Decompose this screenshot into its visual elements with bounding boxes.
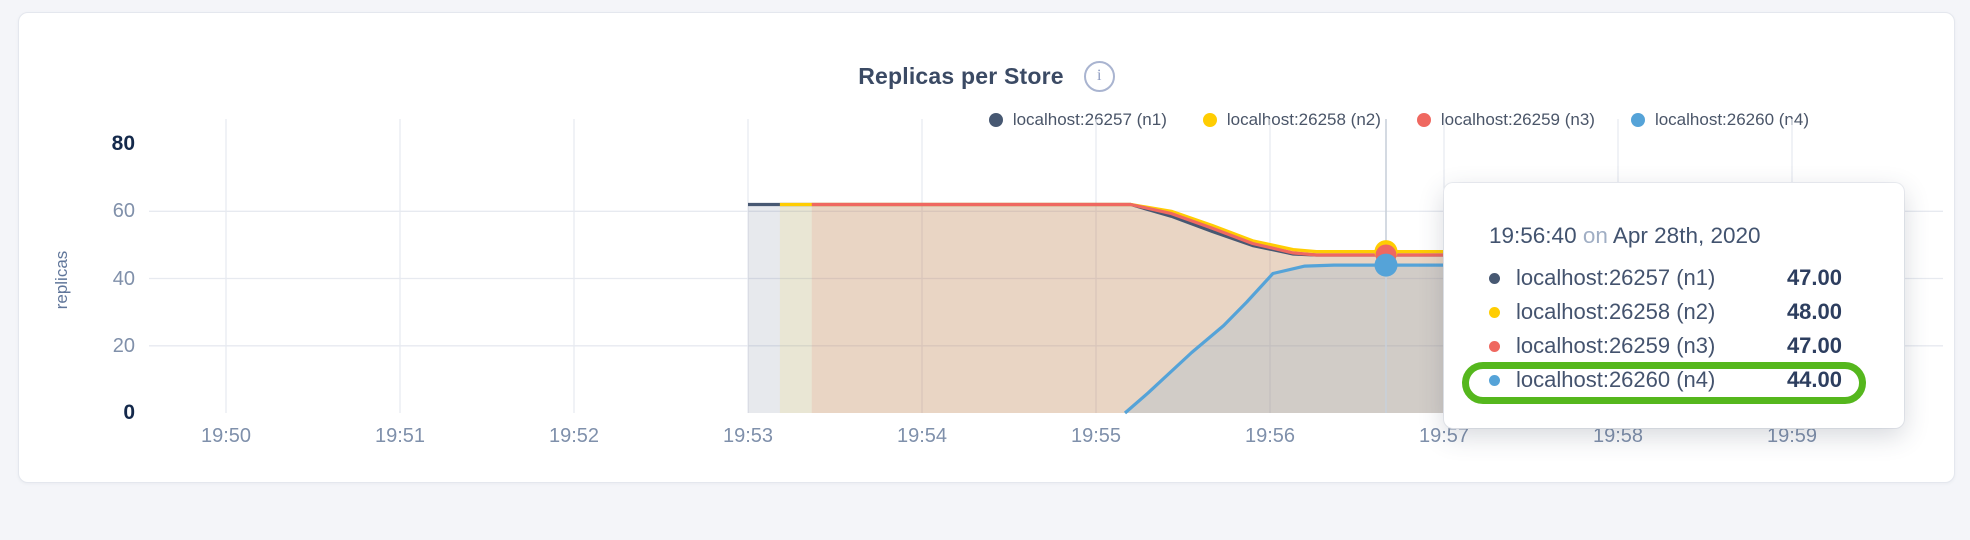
series-line-n4 (1123, 263, 1502, 415)
legend-label: localhost:26260 (n4) (1654, 110, 1809, 129)
tooltip-row-name: localhost:26258 (n2) (1516, 299, 1716, 324)
legend-dot (1416, 113, 1431, 127)
legend-dot (1630, 113, 1645, 127)
legend-dot (1202, 113, 1217, 127)
tooltip-conjunction: on (1582, 223, 1608, 248)
tooltip-row-name: localhost:26257 (n1) (1516, 265, 1716, 290)
series-line-n3 (811, 202, 1502, 257)
legend-item-n1: localhost:26257 (n1) (988, 110, 1167, 130)
hover-tooltip: 19:56:40 on Apr 28th, 2020 localhost:262… (1444, 183, 1904, 428)
legend: localhost:26257 (n1) localhost:26258 (n2)… (988, 107, 1809, 133)
tooltip-date: Apr 28th, 2020 (1612, 223, 1761, 248)
tooltip-header: 19:56:40 on Apr 28th, 2020 (1489, 223, 1842, 249)
tooltip-row-name: localhost:26260 (n4) (1516, 367, 1716, 392)
tooltip-row-name: localhost:26259 (n3) (1516, 333, 1716, 358)
legend-label: localhost:26259 (n3) (1440, 110, 1595, 129)
legend-label: localhost:26257 (n1) (1012, 110, 1167, 129)
tooltip-row-value: 47.00 (1786, 333, 1842, 358)
tooltip-time: 19:56:40 (1489, 223, 1577, 248)
y-tick: 0 (123, 401, 135, 424)
legend-item-n4: localhost:26260 (n4) (1630, 110, 1809, 130)
tooltip-row-value: 48.00 (1786, 299, 1842, 324)
chart-card: Replicas per Store i localhost:26257 (n1… (18, 12, 1955, 483)
hover-dot-n4 (1374, 253, 1398, 277)
info-icon[interactable]: i (1083, 60, 1115, 92)
series-area-n4 (1125, 265, 1502, 413)
tooltip-row-dot (1489, 374, 1500, 386)
x-tick: 19:50 (200, 425, 252, 447)
series-area-n2 (779, 204, 1502, 413)
chart-header: Replicas per Store i (19, 59, 1954, 93)
x-tick: 19:57 (1418, 425, 1470, 447)
y-tick: 20 (112, 334, 135, 357)
tooltip-row-n1: localhost:26257 (n1) 47.00 (1489, 261, 1842, 295)
y-tick: 60 (112, 200, 135, 223)
legend-item-n2: localhost:26258 (n2) (1202, 110, 1381, 130)
chart-plot-area[interactable] (141, 116, 1951, 426)
x-tick: 19:56 (1244, 425, 1296, 447)
legend-dot (988, 113, 1003, 127)
series-area-n3 (811, 204, 1502, 413)
x-tick: 19:53 (722, 425, 774, 447)
tooltip-row-value: 47.00 (1786, 265, 1842, 290)
x-tick: 19:59 (1766, 425, 1818, 447)
tooltip-row-dot (1489, 306, 1500, 318)
x-tick: 19:55 (1070, 425, 1122, 447)
legend-item-n3: localhost:26259 (n3) (1416, 110, 1595, 130)
tooltip-row-n4: localhost:26260 (n4) 44.00 (1489, 363, 1842, 397)
tooltip-row-dot (1489, 272, 1500, 284)
x-tick: 19:52 (548, 425, 600, 447)
y-tick: 80 (111, 132, 135, 155)
series-area-n1 (748, 204, 1502, 413)
y-tick: 40 (112, 267, 135, 290)
tooltip-rows: localhost:26257 (n1) 47.00 localhost:26258… (1489, 261, 1842, 397)
x-tick: 19:54 (896, 425, 948, 447)
info-icon-glyph: i (1097, 67, 1102, 84)
tooltip-row-dot (1489, 340, 1500, 352)
x-tick: 19:58 (1592, 425, 1644, 447)
tooltip-row-n2: localhost:26258 (n2) 48.00 (1489, 295, 1842, 329)
legend-label: localhost:26258 (n2) (1226, 110, 1381, 129)
tooltip-row-value: 44.00 (1786, 367, 1842, 392)
x-tick: 19:51 (374, 425, 426, 447)
chart-title: Replicas per Store (858, 62, 1064, 89)
tooltip-row-n3: localhost:26259 (n3) 47.00 (1489, 329, 1842, 363)
